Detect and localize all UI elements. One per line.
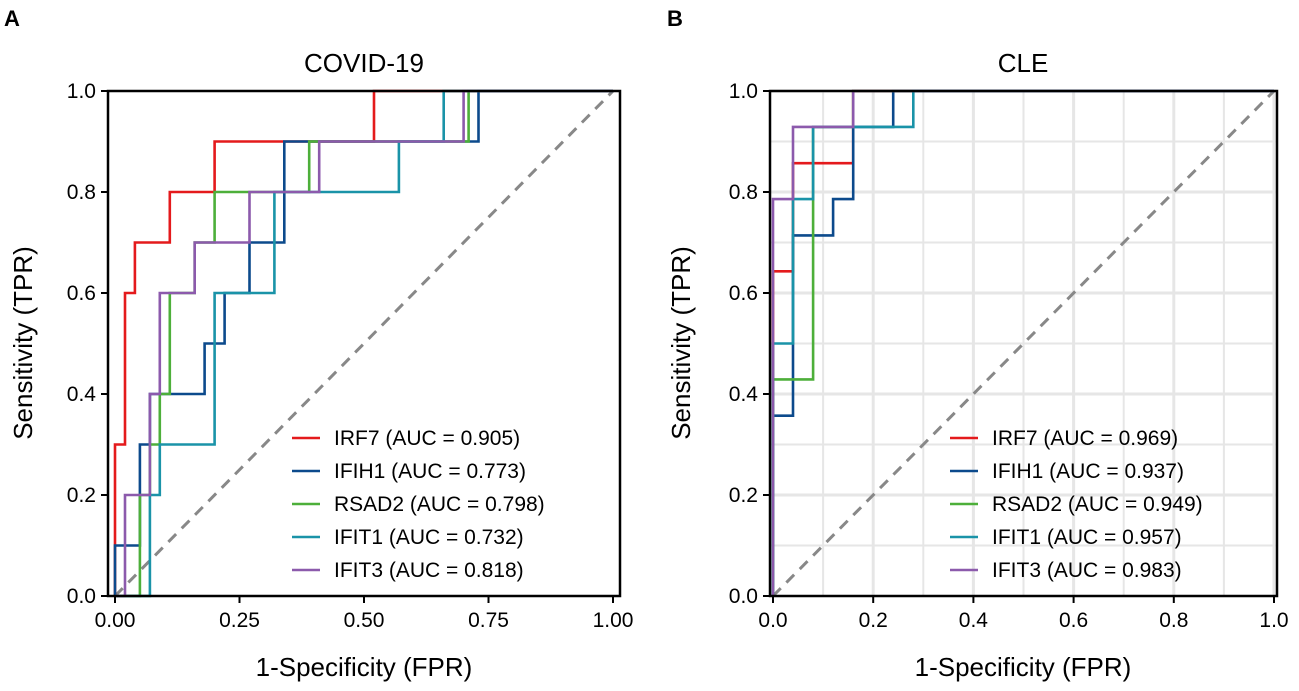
- x-tick-label: 0.2: [859, 609, 888, 632]
- panel-letter-a: A: [4, 6, 20, 31]
- panel-a: A COVID-19 0.00 0.25 0.50 0.75 1.00 0.0 0.2 0.4…: [4, 6, 633, 682]
- plot-title-b: CLE: [998, 48, 1049, 78]
- legend-label-ifih1: IFIH1 (AUC = 0.937): [992, 460, 1184, 483]
- roc-curve-ifit1: [771, 89, 1274, 596]
- roc-curve-ifit3: [115, 89, 613, 598]
- x-tick-label: 0.25: [219, 609, 260, 632]
- y-axis-label-b: Sensitivity (TPR): [666, 246, 696, 440]
- y-tick-label: 0.0: [67, 585, 96, 608]
- y-tick-label: 1.0: [729, 80, 758, 103]
- diagonal-reference-line: [113, 89, 615, 598]
- legend-label-ifit1: IFIT1 (AUC = 0.957): [992, 526, 1182, 549]
- legend-label-ifit3: IFIT3 (AUC = 0.818): [334, 559, 524, 582]
- panel-b: B CLE 0.0 0.2 0.4 0.6 0.8 1.0 0.0 0.2 0.4 0.6 0.8 1…: [666, 6, 1289, 682]
- y-axis-label-a: Sensitivity (TPR): [8, 246, 38, 440]
- y-tick-label: 0.6: [67, 282, 96, 305]
- x-tick-label: 1.0: [1259, 609, 1288, 632]
- x-axis-label-b: 1-Specificity (FPR): [915, 652, 1132, 682]
- y-tick-label: 0.0: [729, 585, 758, 608]
- y-tick-label: 0.8: [729, 181, 758, 204]
- x-tick-label: 0.8: [1159, 609, 1188, 632]
- y-tick-label: 0.2: [67, 484, 96, 507]
- y-tick-label: 0.4: [67, 383, 97, 406]
- y-tick-label: 0.6: [729, 282, 758, 305]
- plot-area-b: 0.0 0.2 0.4 0.6 0.8 1.0 0.0 0.2 0.4 0.6 0.8 1.0 IRF7…: [729, 80, 1289, 632]
- legend-label-ifit3: IFIT3 (AUC = 0.983): [992, 559, 1182, 582]
- diagonal-reference-line: [771, 89, 1276, 598]
- panel-letter-b: B: [667, 6, 683, 31]
- roc-curve-ifih1: [771, 89, 1274, 596]
- plot-title-a: COVID-19: [304, 48, 424, 78]
- legend-label-irf7: IRF7 (AUC = 0.905): [334, 427, 520, 450]
- y-tick-label: 0.2: [729, 484, 758, 507]
- x-tick-label: 0.50: [344, 609, 385, 632]
- x-tick-label: 0.4: [959, 609, 989, 632]
- x-axis-label-a: 1-Specificity (FPR): [256, 652, 473, 682]
- legend-label-rsad2: RSAD2 (AUC = 0.798): [334, 493, 545, 516]
- x-tick-label: 0.75: [468, 609, 509, 632]
- plot-area-a: 0.00 0.25 0.50 0.75 1.00 0.0 0.2 0.4 0.6 0.8 1.0 IR…: [67, 80, 634, 632]
- y-tick-label: 0.4: [729, 383, 759, 406]
- x-tick-label: 0.00: [95, 609, 136, 632]
- legend-label-ifit1: IFIT1 (AUC = 0.732): [334, 526, 524, 549]
- legend-label-ifih1: IFIH1 (AUC = 0.773): [334, 460, 526, 483]
- y-tick-label: 1.0: [67, 80, 96, 103]
- x-tick-label: 0.6: [1059, 609, 1088, 632]
- plot-frame: [106, 89, 622, 598]
- y-tick-label: 0.8: [67, 181, 96, 204]
- legend-label-irf7: IRF7 (AUC = 0.969): [992, 427, 1178, 450]
- x-tick-label: 1.00: [593, 609, 634, 632]
- x-tick-label: 0.0: [758, 609, 787, 632]
- plot-frame: [768, 89, 1279, 598]
- legend-label-rsad2: RSAD2 (AUC = 0.949): [992, 493, 1203, 516]
